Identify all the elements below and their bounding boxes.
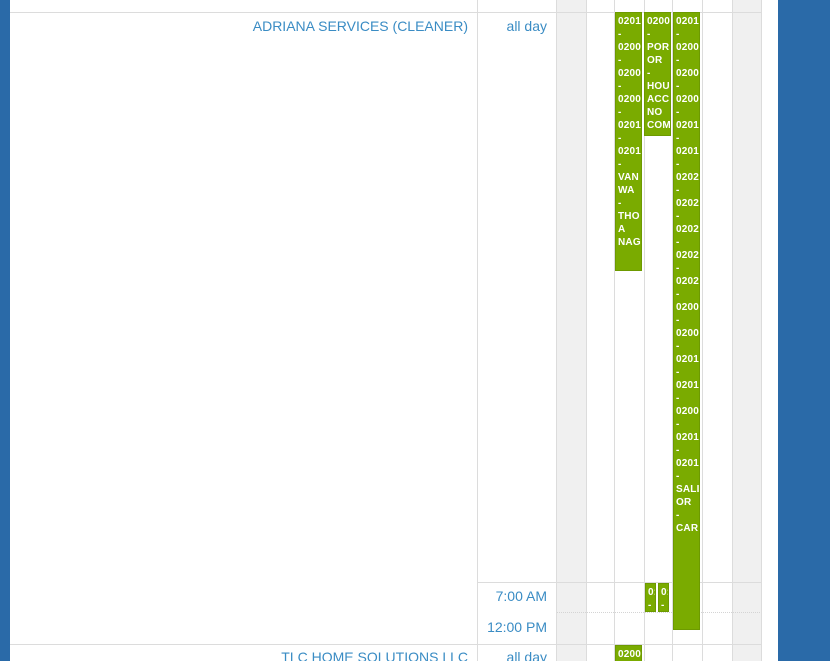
calendar-event[interactable]: 0: - [645, 583, 656, 612]
column-divider [761, 0, 762, 661]
time-slot-label: 12:00 PM [487, 619, 547, 635]
column-divider [586, 0, 587, 661]
calendar-event[interactable]: 0201 - 0200 - 0200 - 0200 - 0201 - 0201 … [673, 12, 700, 630]
calendar-event[interactable]: 0201 - 0200 - 0200 - 0200 - 0201 - 0201 … [615, 12, 642, 271]
resource-name-link[interactable]: TLC HOME SOLUTIONS LLC [281, 649, 468, 661]
column-divider [556, 0, 557, 661]
column-divider [732, 0, 733, 661]
column-divider [614, 0, 615, 661]
all-day-label: all day [506, 649, 547, 661]
column-divider [702, 0, 703, 661]
all-day-label: all day [506, 18, 547, 34]
calendar-event[interactable]: 0: - [658, 583, 669, 612]
row-divider [10, 12, 762, 13]
calendar-event[interactable]: 0200 - POR OR - HOU ACC NO COM [644, 12, 671, 136]
column-shade [732, 0, 762, 661]
column-divider [644, 0, 645, 661]
scheduler-panel: ADRIANA SERVICES (CLEANER) TLC HOME SOLU… [10, 0, 778, 661]
column-shade [556, 0, 586, 661]
slot-divider [556, 612, 762, 613]
row-divider [477, 582, 762, 583]
column-divider [672, 0, 673, 661]
calendar-event[interactable]: 0200 [615, 645, 642, 661]
time-slot-label: 7:00 AM [495, 588, 547, 604]
row-divider [10, 644, 762, 645]
resource-name-link[interactable]: ADRIANA SERVICES (CLEANER) [252, 18, 468, 34]
column-divider [477, 0, 478, 661]
